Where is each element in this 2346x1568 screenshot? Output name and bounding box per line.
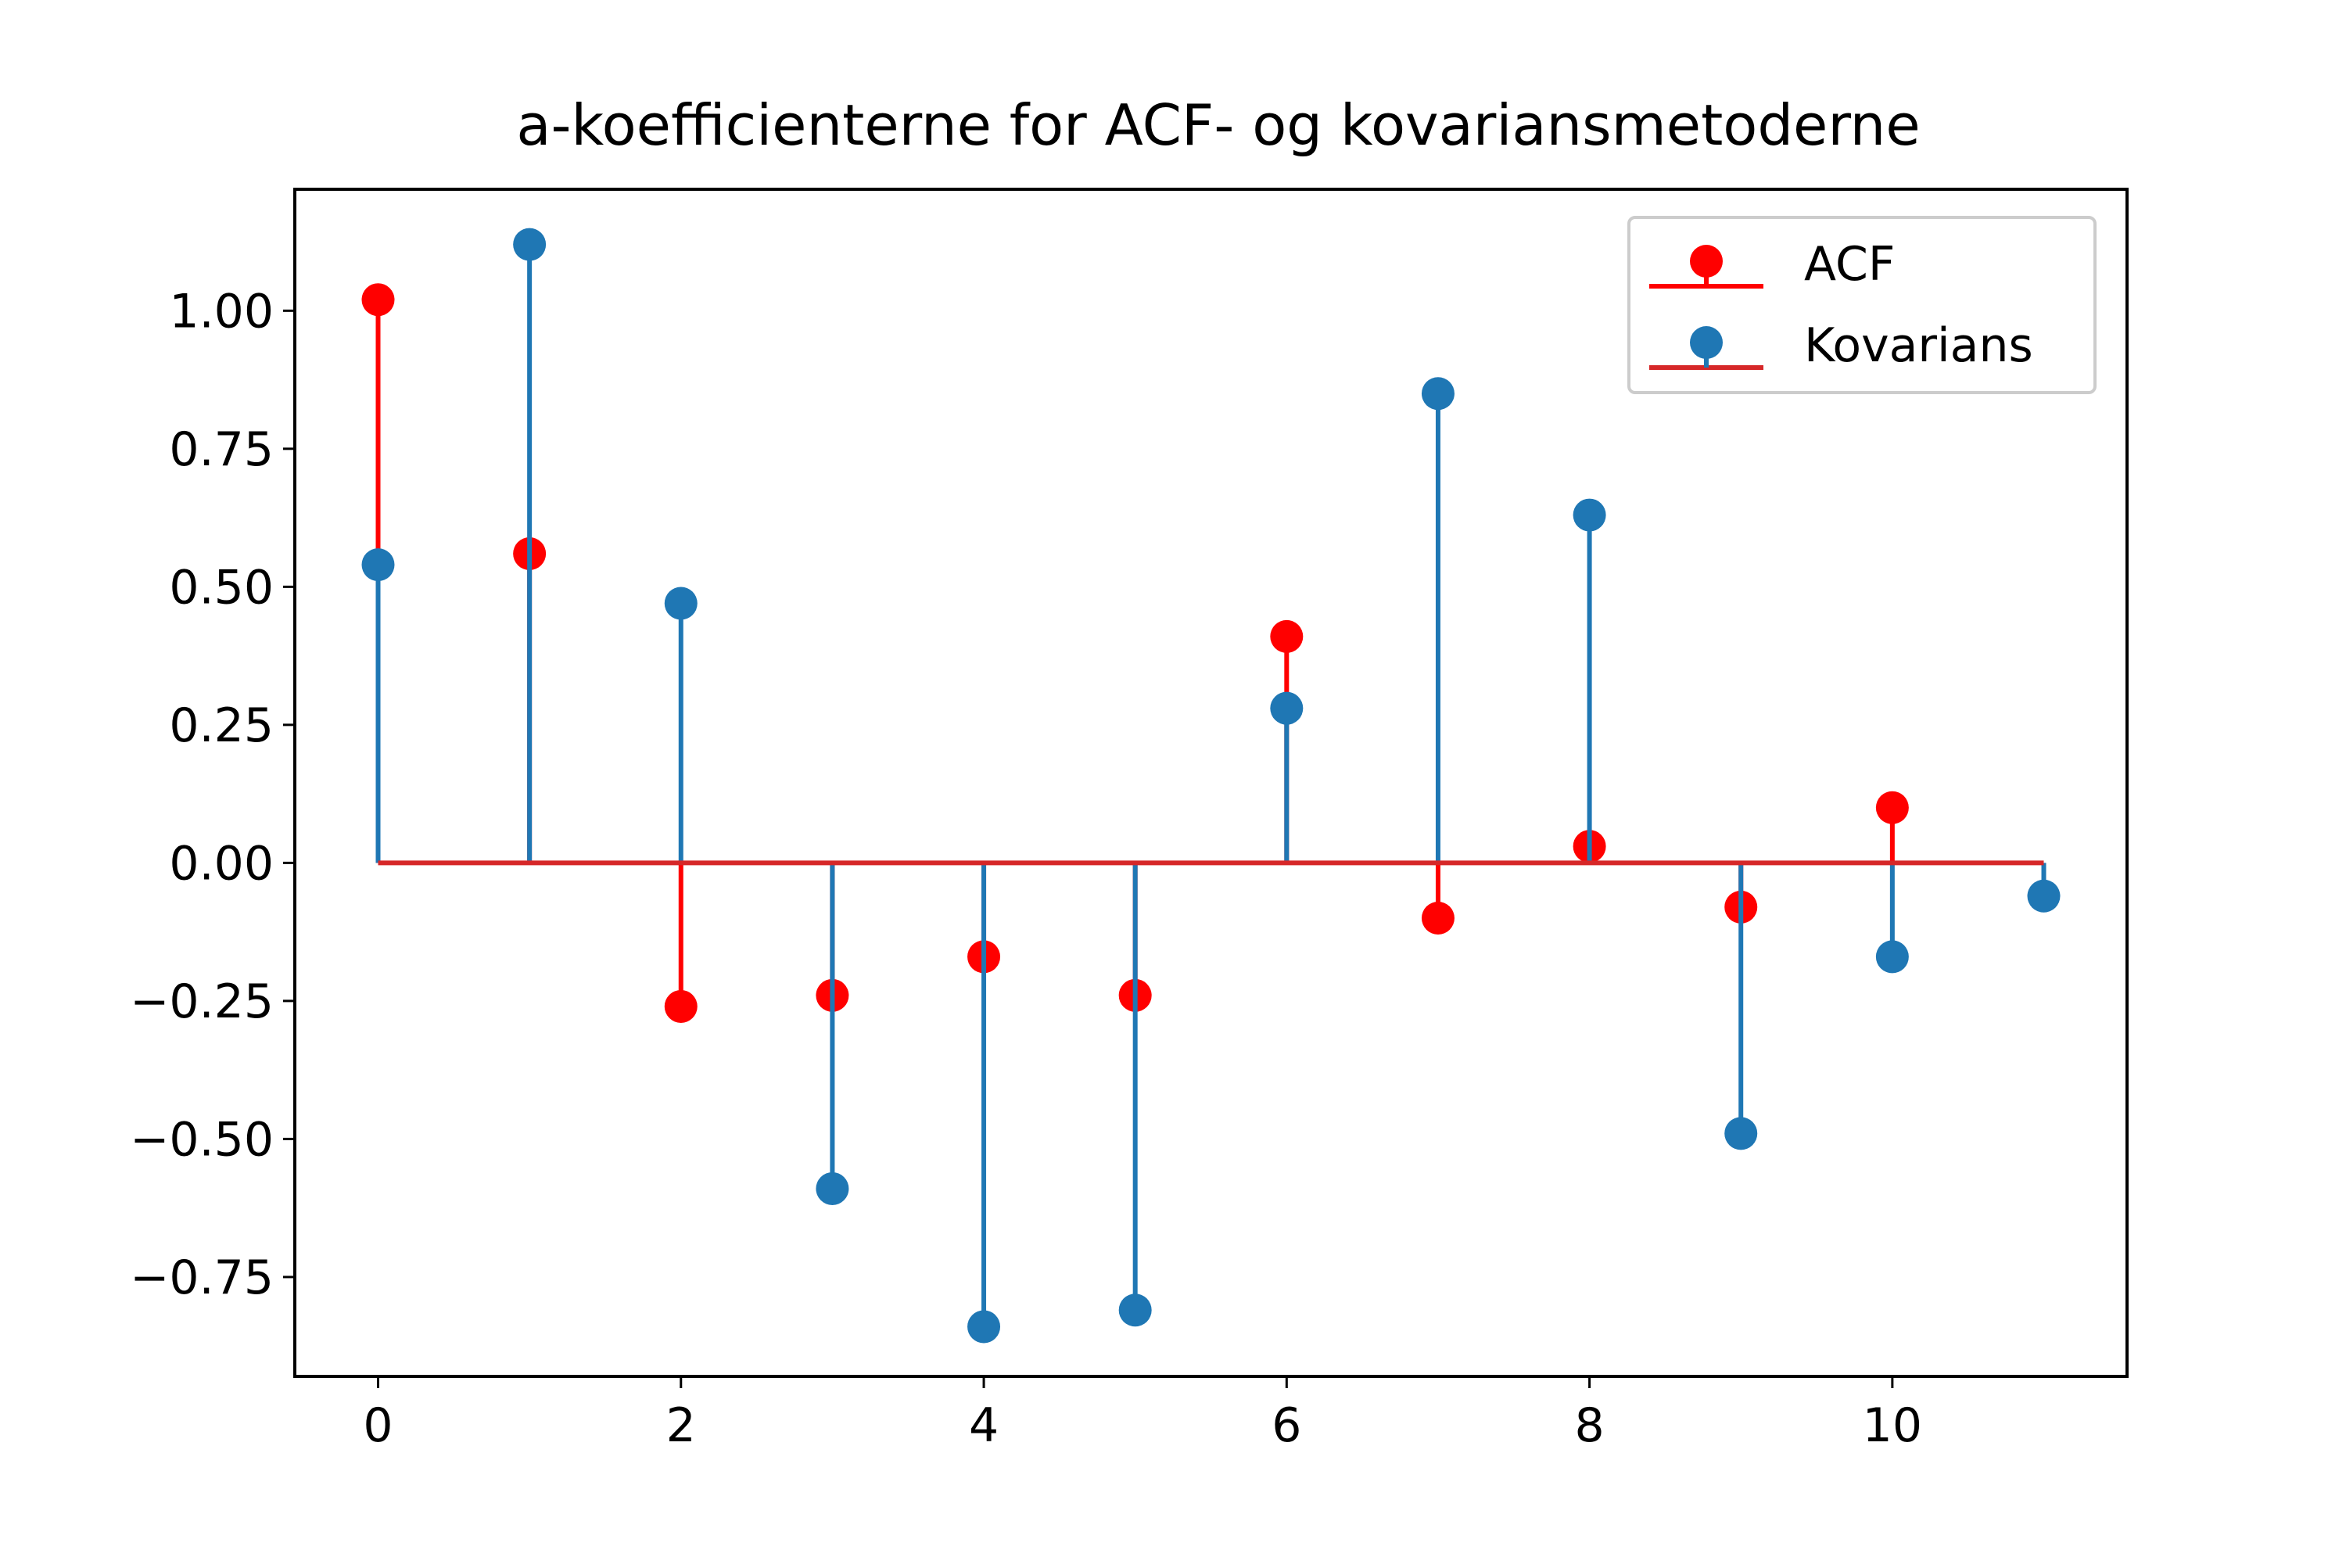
stem-marker-kovarians <box>1270 691 1304 725</box>
legend-entry-acf: ACF <box>1649 237 1895 292</box>
x-tick-label: 4 <box>969 1398 999 1453</box>
axes: 0 2 4 6 8 10 1.00 0.75 0.50 0.25 0.00 −0.25 −0.50 −0.… <box>130 188 2129 1453</box>
y-tick-label: −0.25 <box>130 974 274 1029</box>
legend-box <box>1627 216 2097 394</box>
y-tick-label: 0.25 <box>169 698 274 753</box>
stem-marker-kovarians <box>967 1310 1001 1344</box>
y-tick-label: 0.00 <box>169 836 274 891</box>
stem-marker-kovarians <box>1875 940 1909 974</box>
legend-entry-kovarians: Kovarians <box>1649 318 2033 373</box>
stem-marker-kovarians <box>1118 1294 1152 1327</box>
plot-area <box>361 228 2061 1344</box>
stem-marker-acf <box>664 989 698 1023</box>
stem-marker-acf <box>1270 619 1304 653</box>
stem-marker-kovarians <box>1573 498 1606 532</box>
stem-marker-kovarians <box>2027 879 2061 913</box>
y-tick-label: −0.75 <box>130 1250 274 1305</box>
x-tick-label: 0 <box>363 1398 393 1453</box>
y-tick-label: 0.75 <box>169 422 274 477</box>
legend: ACF Kovarians <box>1627 216 2097 394</box>
x-tick-label: 8 <box>1574 1398 1604 1453</box>
stem-marker-kovarians <box>361 548 395 582</box>
chart-title: a-koefficienterne for ACF- og kovariansm… <box>516 92 1920 158</box>
stem-marker-kovarians <box>513 228 547 261</box>
stem-marker-kovarians <box>1421 377 1455 411</box>
y-tick-label: 0.50 <box>169 560 274 615</box>
stem-marker-acf <box>361 283 395 317</box>
legend-marker-acf <box>1690 245 1723 278</box>
stem-marker-kovarians <box>1724 1117 1758 1150</box>
stem-marker-acf <box>1875 791 1909 824</box>
y-tick-label: 1.00 <box>169 284 274 339</box>
legend-marker-kovarians <box>1690 326 1723 359</box>
x-tick-label: 2 <box>666 1398 696 1453</box>
stem-marker-kovarians <box>664 587 698 620</box>
series-kovarians <box>361 228 2061 1344</box>
legend-label-kovarians: Kovarians <box>1804 318 2033 373</box>
stem-marker-kovarians <box>816 1172 849 1205</box>
y-tick-label: −0.50 <box>130 1112 274 1167</box>
legend-label-acf: ACF <box>1804 237 1895 292</box>
x-tick-label: 6 <box>1272 1398 1301 1453</box>
x-tick-label: 10 <box>1863 1398 1922 1453</box>
stem-marker-acf <box>1421 901 1455 935</box>
axes-frame <box>293 188 2129 1378</box>
